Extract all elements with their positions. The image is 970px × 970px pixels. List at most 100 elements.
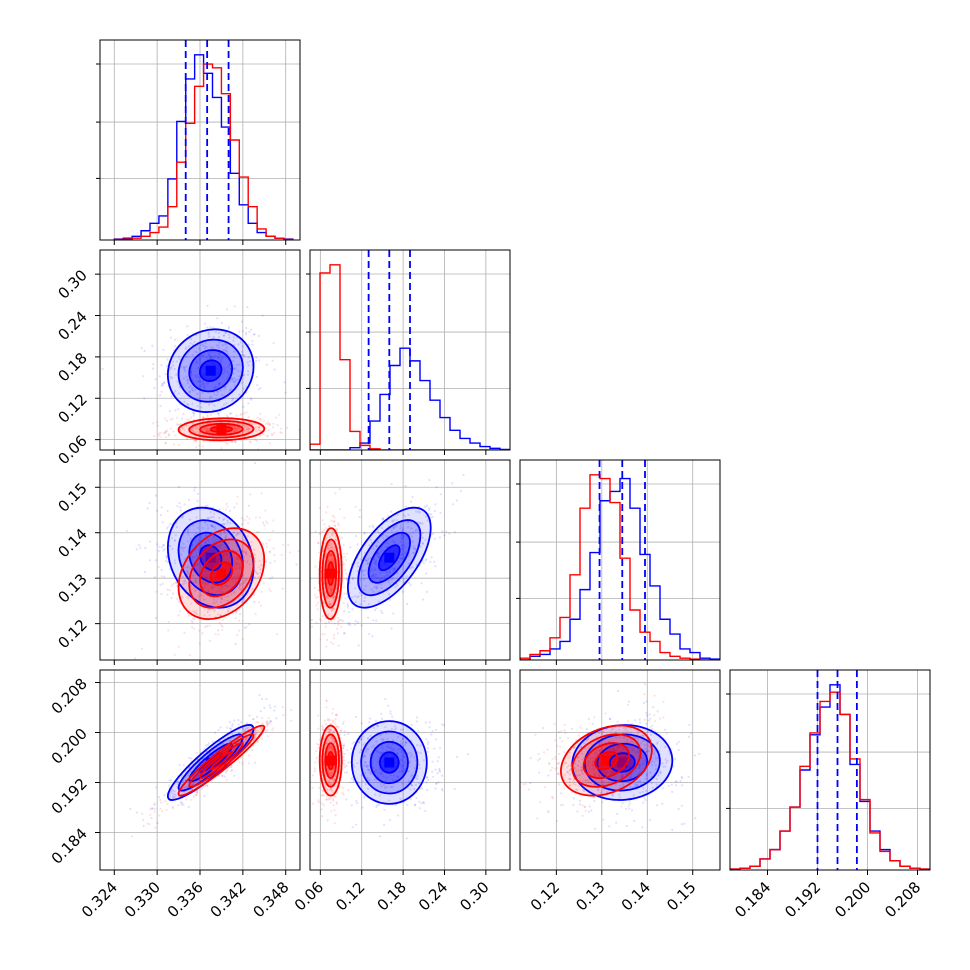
contour-line: [318, 724, 343, 797]
scatter-point: [403, 556, 406, 559]
scatter-point: [334, 796, 337, 799]
scatter-point: [453, 787, 456, 791]
scatter-point: [351, 596, 354, 599]
contour-line: [177, 527, 266, 620]
scatter-point: [242, 354, 245, 357]
scatter-point: [154, 494, 157, 497]
scatter-point: [196, 775, 199, 778]
scatter-point: [327, 544, 330, 547]
scatter-point: [231, 440, 234, 444]
scatter-point: [654, 754, 657, 757]
scatter-point: [193, 350, 196, 353]
scatter-point: [587, 810, 591, 813]
scatter-point: [329, 728, 332, 732]
scatter-point: [243, 435, 246, 438]
scatter-point: [238, 330, 241, 333]
scatter-point: [170, 596, 173, 599]
scatter-point: [355, 799, 358, 802]
scatter-point: [330, 554, 333, 557]
scatter-point: [246, 428, 249, 431]
scatter-point: [259, 571, 262, 574]
scatter-point: [257, 575, 260, 578]
scatter-point: [415, 716, 419, 719]
scatter-point: [184, 347, 187, 350]
scatter-point: [611, 794, 615, 797]
scatter-point: [368, 525, 371, 528]
scatter-point: [374, 567, 377, 570]
scatter-point: [608, 717, 612, 721]
scatter-point: [380, 609, 383, 613]
scatter-point: [616, 746, 620, 749]
scatter-point: [225, 402, 228, 405]
scatter-point: [238, 428, 242, 431]
scatter-point: [335, 725, 338, 728]
scatter-point: [190, 798, 193, 801]
scatter-point: [211, 525, 214, 528]
scatter-point: [611, 747, 614, 750]
scatter-point: [425, 738, 428, 741]
scatter-point: [578, 799, 582, 802]
scatter-point: [295, 563, 298, 566]
scatter-point: [403, 743, 407, 746]
scatter-point: [165, 436, 168, 439]
scatter-point: [329, 810, 333, 813]
scatter-point: [223, 517, 226, 521]
scatter-point: [260, 728, 263, 731]
scatter-point: [217, 346, 221, 349]
scatter-point: [418, 511, 421, 514]
scatter-point: [389, 710, 392, 713]
scatter-point: [351, 781, 354, 784]
scatter-point: [639, 780, 642, 783]
scatter-point: [363, 742, 366, 745]
scatter-point: [241, 350, 244, 353]
scatter-point: [337, 616, 340, 619]
scatter-point: [201, 581, 204, 584]
scatter-point: [391, 742, 394, 746]
scatter-point: [254, 729, 257, 732]
scatter-point: [393, 568, 396, 571]
scatter-point: [343, 610, 346, 613]
scatter-point: [317, 541, 320, 544]
scatter-point: [172, 789, 175, 792]
scatter-point: [402, 527, 405, 530]
scatter-point: [396, 518, 399, 522]
scatter-point: [281, 706, 284, 709]
scatter-point: [330, 783, 333, 786]
scatter-point: [598, 774, 601, 777]
scatter-point: [576, 810, 579, 813]
scatter-point: [622, 736, 625, 739]
scatter-point: [245, 326, 248, 330]
scatter-point: [424, 538, 427, 541]
scatter-point: [343, 771, 347, 774]
scatter-point: [198, 629, 201, 632]
scatter-point: [313, 586, 316, 590]
scatter-point: [538, 771, 541, 774]
x-tick-label: 0.30: [456, 878, 492, 914]
scatter-point: [177, 600, 180, 603]
scatter-point: [270, 720, 273, 723]
scatter-point: [346, 603, 349, 606]
scatter-point: [643, 758, 647, 761]
scatter-point: [576, 756, 579, 759]
scatter-point: [409, 755, 412, 758]
scatter-point: [211, 586, 214, 589]
scatter-point: [228, 556, 232, 559]
scatter-point: [356, 565, 359, 568]
scatter-point: [212, 516, 215, 519]
scatter-point: [374, 573, 378, 576]
scatter-point: [228, 363, 232, 366]
scatter-point: [240, 320, 243, 323]
scatter-point: [675, 780, 678, 783]
scatter-point: [213, 609, 216, 613]
scatter-point: [251, 587, 254, 591]
scatter-point: [218, 382, 221, 385]
scatter-point: [201, 391, 204, 394]
scatter-point: [652, 706, 655, 709]
scatter-point: [181, 428, 184, 431]
scatter-point: [646, 714, 649, 717]
scatter-point: [327, 797, 330, 800]
scatter-point: [214, 544, 217, 547]
scatter-point: [317, 595, 320, 598]
scatter-point: [228, 333, 231, 336]
scatter-point: [420, 802, 423, 805]
